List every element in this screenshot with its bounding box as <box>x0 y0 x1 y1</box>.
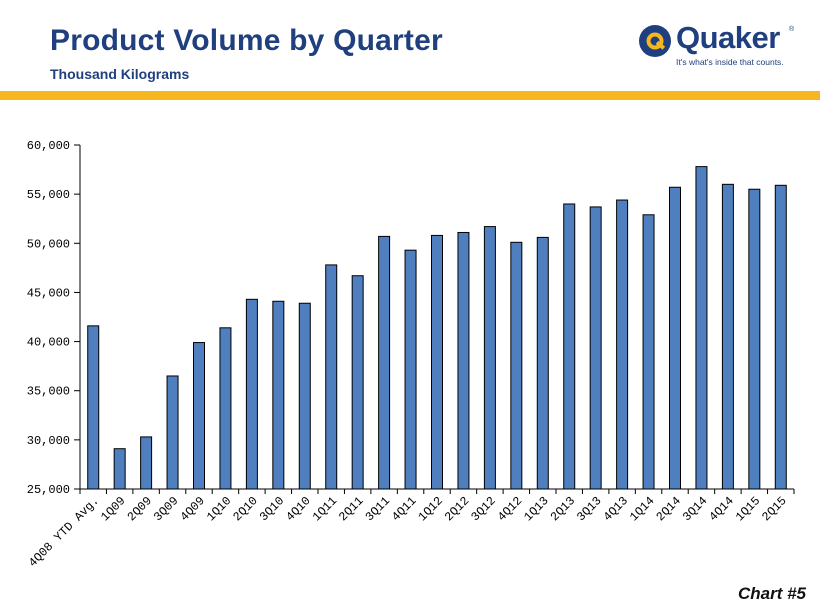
x-tick-label: 2Q10 <box>230 494 260 524</box>
x-tick-label: 1Q14 <box>627 494 657 524</box>
y-tick-label: 45,000 <box>27 286 70 300</box>
x-tick-label: 2Q09 <box>125 494 155 524</box>
bar <box>351 275 364 490</box>
bar <box>140 436 153 490</box>
x-tick-label: 3Q12 <box>468 494 498 524</box>
x-tick-label: 4Q13 <box>601 494 631 524</box>
page-title: Product Volume by Quarter <box>50 24 443 57</box>
bar <box>774 184 787 490</box>
y-tick-label: 60,000 <box>27 139 70 153</box>
x-tick-label: 4Q14 <box>706 494 736 524</box>
y-tick-label: 25,000 <box>27 483 70 497</box>
x-tick-label: 3Q14 <box>680 494 710 524</box>
bar <box>193 342 205 490</box>
x-tick-label: 4Q08 YTD Avg. <box>26 494 102 570</box>
x-tick-label: 4Q12 <box>495 494 525 524</box>
x-tick-label: 1Q15 <box>733 494 763 524</box>
x-tick-label: 2Q15 <box>759 494 789 524</box>
y-tick-label: 55,000 <box>27 188 70 202</box>
page-subtitle: Thousand Kilograms <box>50 66 190 82</box>
bar <box>404 249 417 490</box>
x-tick-label: 4Q09 <box>178 494 208 524</box>
x-tick-label: 3Q10 <box>257 494 287 524</box>
x-tick-label: 4Q10 <box>283 494 313 524</box>
bar <box>589 206 602 490</box>
x-tick-label: 1Q13 <box>521 494 551 524</box>
bar <box>721 183 734 490</box>
bar <box>536 236 549 490</box>
bar <box>457 231 470 490</box>
header-accent-band <box>0 91 820 100</box>
x-tick-label: 1Q10 <box>204 494 234 524</box>
logo-tagline: It's what's inside that counts. <box>676 57 784 67</box>
bar <box>219 327 232 490</box>
x-tick-label: 3Q09 <box>151 494 181 524</box>
bar <box>695 166 708 490</box>
bar <box>87 325 100 490</box>
quaker-q-icon <box>639 25 671 57</box>
bar <box>616 199 629 490</box>
x-tick-label: 3Q13 <box>574 494 604 524</box>
bar <box>642 214 655 490</box>
bar <box>669 186 681 490</box>
bar <box>298 302 311 490</box>
bar <box>510 241 523 490</box>
bar <box>245 298 258 490</box>
bar <box>113 448 126 490</box>
x-tick-label: 3Q11 <box>363 494 393 524</box>
x-tick-label: 2Q14 <box>654 494 684 524</box>
chart-number-label: Chart #5 <box>737 584 806 603</box>
x-tick-label: 1Q11 <box>310 494 340 524</box>
x-tick-label: 1Q12 <box>416 494 446 524</box>
bar <box>325 264 338 490</box>
y-tick-label: 35,000 <box>27 385 70 399</box>
x-tick-label: 2Q13 <box>548 494 578 524</box>
y-tick-label: 30,000 <box>27 434 70 448</box>
x-tick-label: 1Q09 <box>98 494 128 524</box>
bar <box>563 203 576 490</box>
bar <box>378 235 391 490</box>
bar <box>166 375 179 490</box>
bar <box>431 234 443 490</box>
bar <box>272 300 285 490</box>
x-tick-label: 2Q11 <box>336 494 366 524</box>
y-tick-label: 50,000 <box>27 237 70 251</box>
logo-wordmark: Quaker <box>676 20 780 55</box>
logo-registered-mark: ® <box>789 26 795 33</box>
y-tick-label: 40,000 <box>27 336 70 350</box>
company-logo: Quaker ® It's what's inside that counts. <box>638 20 808 70</box>
bar <box>483 226 496 490</box>
bar <box>748 188 761 490</box>
x-tick-label: 4Q11 <box>389 494 419 524</box>
x-tick-label: 2Q12 <box>442 494 472 524</box>
